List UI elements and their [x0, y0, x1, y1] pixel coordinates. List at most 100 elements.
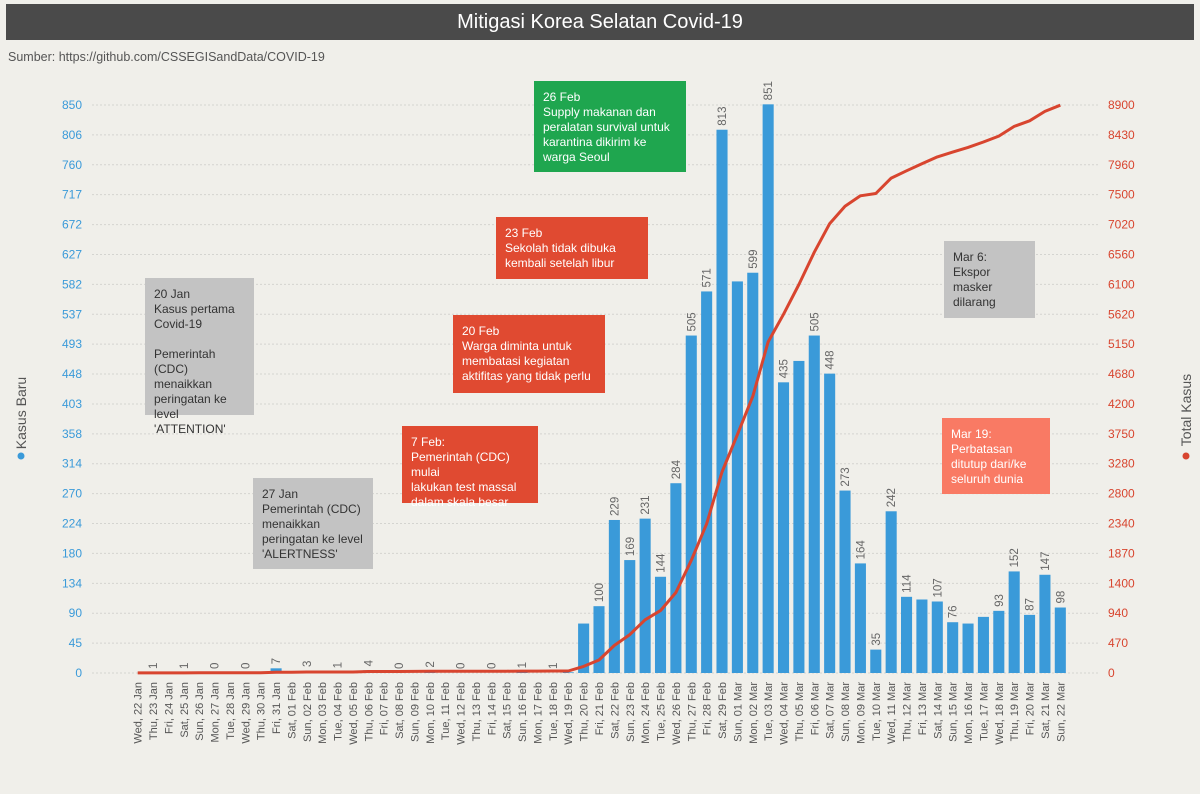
x-tick-label: Fri, 21 Feb	[594, 682, 606, 735]
bar-value-label: 114	[902, 574, 914, 593]
x-tick-label: Thu, 05 Mar	[794, 682, 806, 742]
bar-value-label: 100	[594, 583, 606, 602]
right-tick-label: 3280	[1108, 457, 1135, 471]
bar	[593, 606, 605, 673]
right-tick-label: 6560	[1108, 247, 1135, 261]
bar	[1039, 574, 1051, 673]
bar-value-label: 0	[394, 663, 406, 669]
left-axis-title: Kasus Baru	[13, 377, 29, 449]
right-tick-label: 7960	[1108, 158, 1135, 172]
right-tick-label: 470	[1108, 636, 1128, 650]
x-tick-label: Mon, 16 Mar	[963, 682, 975, 744]
x-tick-label: Thu, 30 Jan	[256, 682, 268, 740]
bar-value-label: 505	[809, 312, 821, 331]
x-tick-label: Fri, 28 Feb	[702, 682, 714, 735]
bar-value-label: 448	[825, 350, 837, 369]
annotation-mar6: Mar 6: Ekspor masker dilarang	[944, 241, 1035, 318]
bar-value-label: 144	[656, 553, 668, 573]
bar	[685, 335, 697, 673]
bar	[762, 104, 774, 673]
annotation-jan27: 27 Jan Pemerintah (CDC) menaikkan pering…	[253, 478, 373, 569]
bar	[1024, 614, 1036, 673]
bar-value-label: 1	[333, 662, 345, 668]
left-axis: 0 45 90 134 180 224 270 314 358 403 448 493 537 582 62…	[62, 98, 82, 680]
x-tick-label: Wed, 05 Feb	[348, 682, 360, 745]
x-tick-label: Fri, 20 Mar	[1025, 682, 1037, 736]
left-tick-label: 358	[62, 427, 82, 441]
bar	[993, 610, 1005, 673]
bar	[870, 649, 882, 673]
right-tick-label: 6100	[1108, 277, 1135, 291]
bar	[931, 601, 943, 673]
bar-value-label: 242	[886, 488, 898, 507]
x-tick-label: Sun, 23 Feb	[625, 682, 637, 742]
left-tick-label: 90	[69, 606, 83, 620]
annotation-feb20: 20 Feb Warga diminta untuk membatasi keg…	[453, 315, 605, 393]
bar	[608, 519, 620, 673]
right-tick-label: 7020	[1108, 218, 1135, 232]
left-tick-label: 806	[62, 128, 82, 142]
bar	[716, 129, 728, 673]
bar-value-label: 0	[210, 663, 222, 669]
bar-value-label: 152	[1009, 548, 1021, 567]
bar	[793, 360, 805, 673]
bar-value-label: 571	[702, 268, 714, 287]
annotation-mar19: Mar 19: Perbatasan ditutup dari/ke selur…	[942, 418, 1050, 494]
right-tick-label: 8900	[1108, 98, 1135, 112]
x-tick-label: Sun, 15 Mar	[948, 682, 960, 742]
right-tick-label: 7500	[1108, 188, 1135, 202]
axis-titles: Kasus Baru Total Kasus	[13, 374, 1194, 460]
left-tick-label: 672	[62, 218, 82, 232]
right-axis: 0 470 940 1400 1870 2340 2800 3280 3750 4200 4680 5…	[1108, 98, 1135, 680]
bar	[947, 622, 959, 673]
x-tick-label: Sat, 25 Jan	[179, 682, 191, 738]
left-tick-label: 314	[62, 457, 82, 471]
bar-data-labels: 1 1 0 07 3 1 4 0 2 0 0 1 110022916923114428450557181…	[148, 81, 1067, 669]
x-tick-label: Wed, 12 Feb	[456, 682, 468, 745]
x-tick-label: Sat, 21 Mar	[1040, 682, 1052, 739]
bar	[824, 373, 836, 673]
right-tick-label: 0	[1108, 666, 1115, 680]
x-tick-label: Sun, 08 Mar	[840, 682, 852, 742]
left-tick-label: 627	[62, 247, 82, 261]
x-tick-label: Fri, 14 Feb	[486, 682, 498, 735]
left-tick-label: 717	[62, 188, 82, 202]
x-tick-label: Mon, 10 Feb	[425, 682, 437, 744]
right-axis-title: Total Kasus	[1178, 374, 1194, 446]
left-tick-label: 224	[62, 517, 82, 531]
x-tick-label: Tue, 04 Feb	[333, 682, 345, 741]
bar-value-label: 0	[456, 663, 468, 669]
left-tick-label: 0	[75, 666, 82, 680]
x-tick-label: Fri, 24 Jan	[163, 682, 175, 734]
left-tick-label: 45	[69, 636, 83, 650]
bar	[916, 599, 928, 673]
right-tick-label: 2340	[1108, 517, 1135, 531]
bar-value-label: 1	[179, 663, 191, 669]
bar-value-label: 87	[1025, 598, 1037, 611]
x-tick-label: Wed, 11 Mar	[886, 682, 898, 744]
right-tick-label: 4200	[1108, 397, 1135, 411]
x-tick-label: Sun, 01 Mar	[732, 682, 744, 742]
bar-value-label: 229	[609, 497, 621, 516]
bar	[1008, 571, 1020, 673]
left-tick-label: 270	[62, 487, 82, 501]
bar	[639, 518, 651, 673]
left-legend-dot	[17, 452, 25, 460]
bar-value-label: 599	[748, 250, 760, 269]
x-tick-label: Mon, 02 Mar	[748, 682, 760, 744]
left-tick-label: 850	[62, 98, 82, 112]
left-tick-label: 760	[62, 158, 82, 172]
x-tick-label: Thu, 06 Feb	[363, 682, 375, 741]
bar-series	[162, 104, 1066, 673]
left-tick-label: 180	[62, 546, 82, 560]
right-tick-label: 2800	[1108, 487, 1135, 501]
x-tick-label: Thu, 19 Mar	[1009, 682, 1021, 742]
bar-value-label: 169	[625, 537, 637, 556]
x-tick-label: Wed, 29 Jan	[240, 682, 252, 744]
bar-value-label: 3	[302, 661, 314, 667]
right-tick-label: 3750	[1108, 427, 1135, 441]
right-tick-label: 5620	[1108, 307, 1135, 321]
bar	[777, 382, 790, 673]
total-cases-line	[137, 103, 1061, 675]
bar	[516, 672, 528, 673]
